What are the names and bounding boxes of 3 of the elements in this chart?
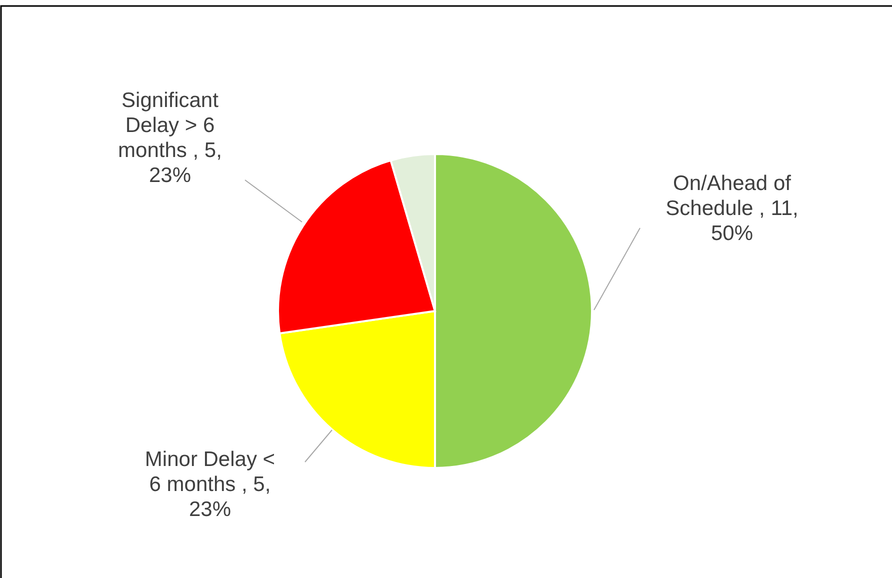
slice-label: Minor Delay < 6 months , 5, 23% (144, 448, 276, 521)
slice-label: On/Ahead of Schedule , 11, 50% (666, 172, 798, 245)
slice-label: Significant Delay > 6 months , 5, 23% (118, 89, 222, 187)
